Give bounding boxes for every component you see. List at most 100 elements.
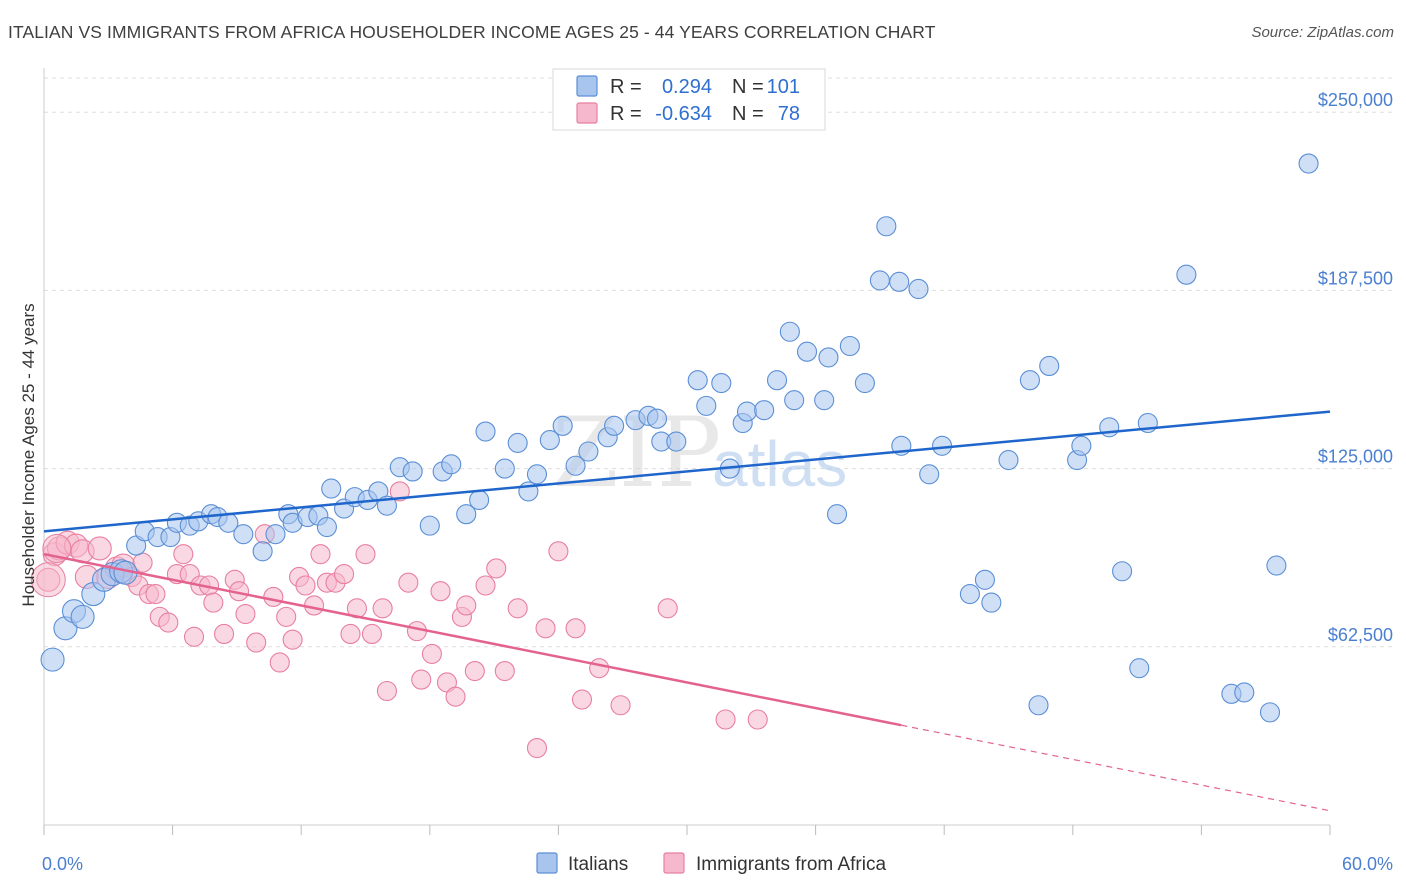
point-italians-58	[711, 373, 732, 394]
point-africa-33	[276, 606, 297, 627]
point-italians-56	[687, 370, 708, 391]
point-africa-24	[203, 592, 224, 613]
point-africa-67	[571, 689, 593, 710]
point-africa-7	[87, 536, 112, 561]
legend-africa-swatch	[576, 102, 598, 124]
trend-line-africa-extension	[901, 724, 1331, 812]
point-italians-90	[1129, 658, 1150, 679]
chart-title: ITALIAN VS IMMIGRANTS FROM AFRICA HOUSEH…	[8, 22, 936, 42]
point-italians-21	[265, 524, 286, 545]
point-africa-28	[235, 603, 256, 625]
point-italians-57	[696, 395, 717, 416]
point-italians-72	[869, 270, 890, 291]
point-africa-55	[445, 686, 466, 707]
point-africa-49	[398, 572, 419, 593]
point-italians-53	[646, 408, 668, 429]
point-africa-47	[376, 680, 397, 702]
point-italians-38	[456, 504, 477, 525]
point-africa-51	[411, 669, 432, 690]
point-africa-58	[464, 660, 485, 682]
x-tick-labels: 0.0% 60.0%	[42, 854, 1393, 874]
legend-africa-r-value: -0.634	[655, 103, 712, 125]
point-italians-82	[998, 450, 1019, 471]
point-italians-85	[1039, 355, 1060, 377]
legend-italians-r-label: R =	[610, 76, 642, 98]
legend-africa-n-value: 78	[778, 103, 800, 125]
legend-africa-n-label: N =	[732, 103, 764, 125]
point-africa-72	[747, 709, 768, 730]
point-africa-63	[526, 737, 548, 759]
point-italians-89	[1112, 561, 1133, 582]
series-italians-points	[40, 153, 1319, 723]
point-italians-35	[419, 515, 440, 536]
point-africa-41	[334, 564, 355, 585]
point-italians-46	[552, 415, 573, 436]
point-italians-40	[475, 421, 496, 442]
trend-lines	[43, 410, 1331, 812]
legend-bottom-africa-swatch	[663, 852, 685, 874]
point-africa-57	[456, 595, 477, 616]
point-italians-47	[565, 455, 586, 476]
point-africa-64	[535, 618, 556, 639]
point-italians-78	[932, 435, 953, 456]
point-italians-26	[316, 517, 337, 538]
point-africa-60	[486, 558, 507, 579]
point-africa-59	[475, 575, 496, 596]
point-italians-76	[908, 278, 929, 300]
point-italians-63	[766, 370, 788, 391]
point-italians-80	[974, 569, 995, 590]
legend-italians-n-label: N =	[732, 76, 764, 98]
legend-bottom-italians-label: Italians	[568, 854, 628, 875]
y-tick-label-1: $125,000	[1318, 447, 1393, 467]
point-africa-29	[246, 632, 267, 653]
y-tick-label-0: $62,500	[1328, 625, 1393, 645]
y-axis-label: Householder Income Ages 25 - 44 years	[19, 303, 38, 606]
grid-lines	[44, 77, 1396, 648]
point-italians-48	[578, 441, 599, 462]
x-tick-label-min: 0.0%	[42, 854, 83, 874]
legend-top-box	[552, 68, 826, 131]
legend-bottom-africa-label: Immigrants from Africa	[696, 854, 886, 875]
point-italians-83	[1019, 370, 1040, 391]
point-italians-50	[604, 415, 625, 436]
point-italians-61	[736, 401, 758, 422]
point-italians-39	[469, 489, 490, 511]
point-italians-3	[70, 604, 95, 629]
point-italians-67	[814, 390, 835, 411]
point-africa-71	[715, 709, 736, 730]
point-africa-70	[657, 598, 678, 619]
point-italians-94	[1234, 682, 1255, 703]
point-africa-34	[282, 629, 303, 650]
point-italians-95	[1259, 702, 1281, 723]
point-italians-74	[889, 271, 910, 292]
point-africa-19	[173, 544, 194, 565]
point-italians-70	[839, 335, 860, 357]
legend-top: R = 0.294 N = 101 R = -0.634 N = 78	[552, 68, 826, 131]
point-italians-97	[1298, 153, 1319, 174]
legend-bottom: Italians Immigrants from Africa	[536, 852, 886, 875]
point-africa-44	[355, 544, 376, 565]
point-africa-17	[158, 612, 179, 633]
y-tick-label-2: $187,500	[1318, 268, 1393, 288]
y-tick-labels: $62,500 $125,000 $187,500 $250,000	[1318, 90, 1393, 645]
point-africa-38	[310, 544, 331, 565]
source-label: Source: ZipAtlas.com	[1251, 24, 1394, 41]
point-italians-0	[40, 647, 65, 672]
point-italians-64	[779, 321, 800, 342]
point-italians-81	[981, 592, 1002, 613]
point-italians-92	[1176, 264, 1197, 285]
point-africa-46	[372, 598, 393, 619]
point-africa-42	[340, 623, 361, 645]
point-italians-71	[854, 373, 875, 394]
axes	[43, 68, 1331, 835]
point-italians-87	[1071, 435, 1092, 456]
point-italians-44	[526, 464, 548, 485]
point-italians-27	[321, 478, 342, 499]
point-africa-32	[269, 652, 290, 673]
point-africa-25	[213, 623, 235, 645]
point-italians-79	[959, 584, 980, 605]
point-africa-62	[507, 598, 528, 619]
point-africa-66	[565, 618, 586, 639]
point-africa-15	[145, 584, 166, 605]
